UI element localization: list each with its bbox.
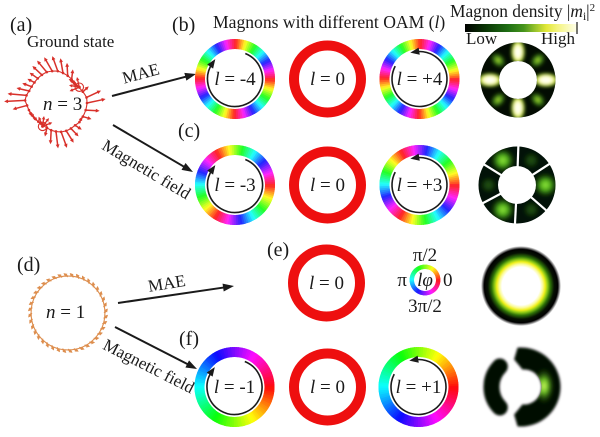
svg-text:l = 0: l = 0	[310, 175, 345, 196]
svg-text:l = -3: l = -3	[214, 175, 255, 196]
svg-text:Magnons with different OAM (l): Magnons with different OAM (l)	[213, 12, 445, 32]
svg-text:(f): (f)	[179, 328, 199, 350]
svg-text:l = +1: l = +1	[396, 377, 442, 398]
svg-text:l = 0: l = 0	[310, 69, 345, 90]
svg-text:Magnon density |mi|2: Magnon density |mi|2	[450, 1, 595, 23]
svg-text:l = +3: l = +3	[397, 175, 443, 196]
svg-text:l = -1: l = -1	[214, 377, 255, 398]
svg-text:l = +4: l = +4	[397, 69, 443, 90]
svg-text:n = 1: n = 1	[46, 302, 85, 323]
svg-text:π: π	[397, 270, 407, 291]
svg-text:(a): (a)	[10, 14, 32, 36]
svg-text:High: High	[541, 29, 576, 48]
svg-text:(c): (c)	[178, 120, 200, 142]
svg-text:3π/2: 3π/2	[408, 296, 442, 317]
svg-text:l = 0: l = 0	[309, 273, 344, 294]
svg-text:(b): (b)	[172, 14, 195, 36]
svg-text:Ground state: Ground state	[27, 32, 114, 51]
svg-text:(e): (e)	[267, 239, 289, 261]
svg-text:lφ: lφ	[417, 270, 433, 291]
svg-text:Low: Low	[466, 29, 498, 48]
svg-text:0: 0	[443, 270, 453, 291]
svg-text:n = 3: n = 3	[43, 94, 82, 115]
svg-text:l = -4: l = -4	[214, 69, 256, 90]
svg-text:(d): (d)	[17, 254, 40, 276]
svg-text:l = 0: l = 0	[310, 377, 345, 398]
svg-text:π/2: π/2	[413, 245, 437, 266]
